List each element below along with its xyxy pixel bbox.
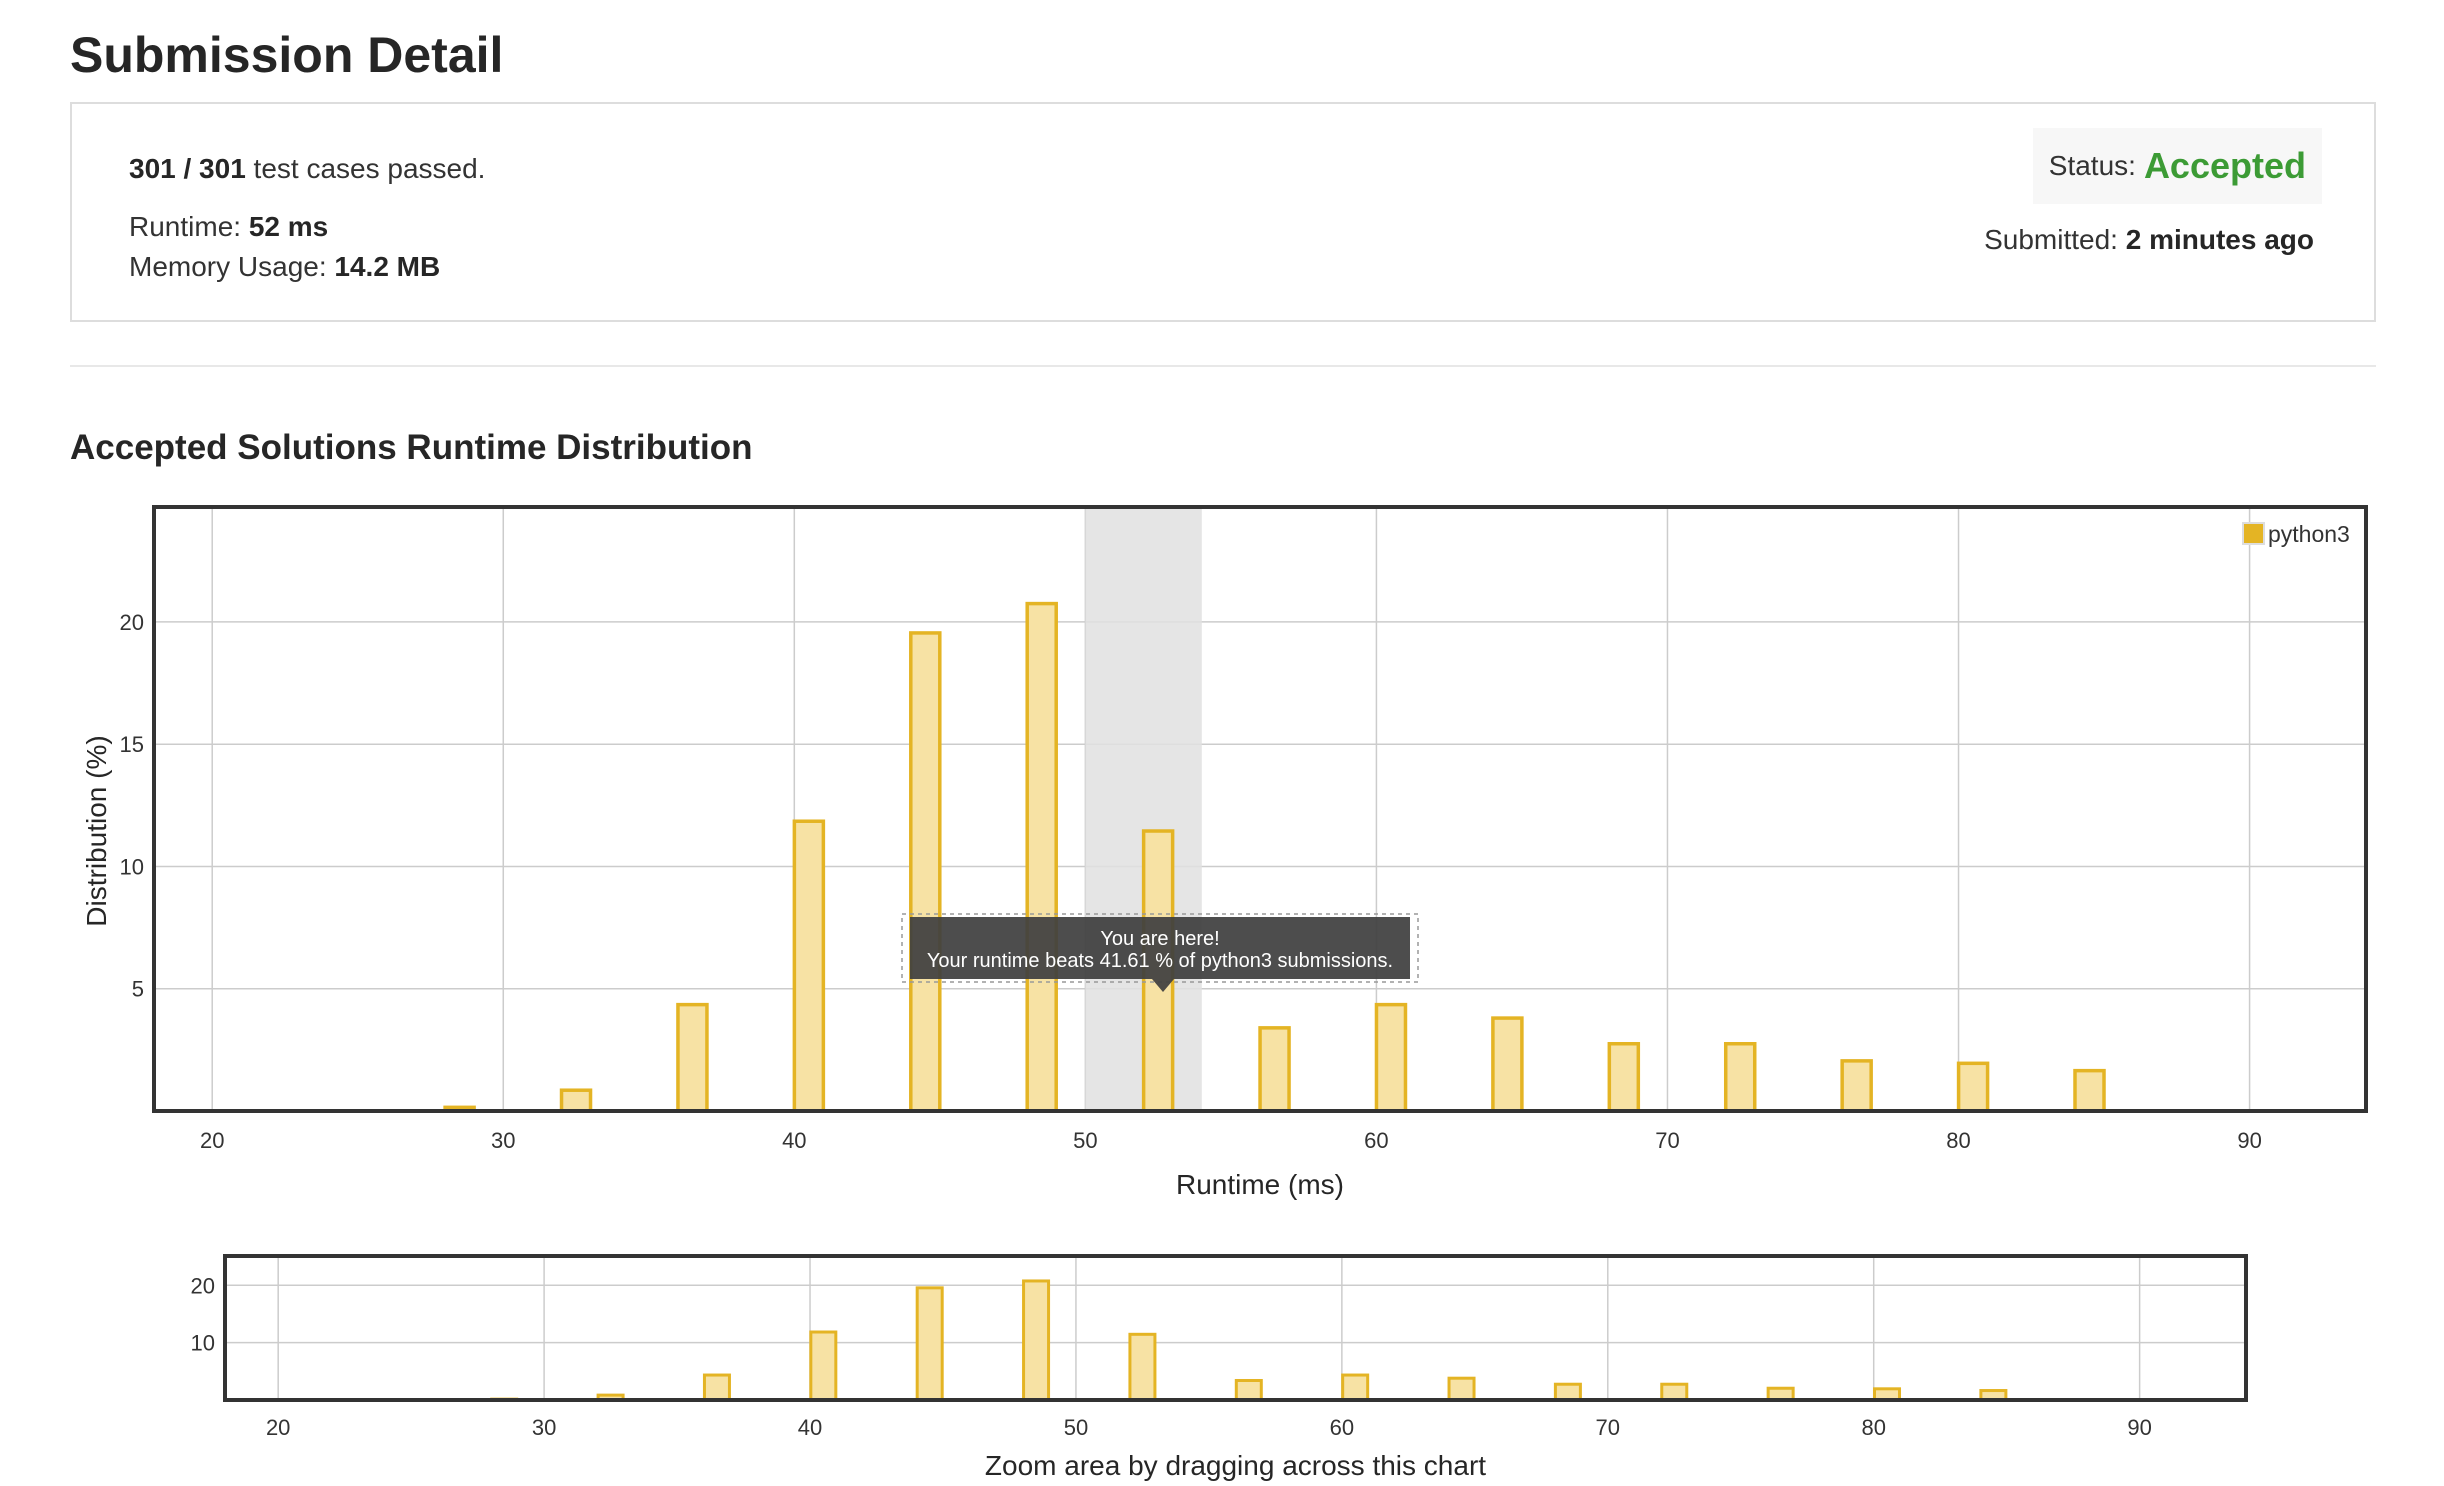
y-tick-label: 10 — [191, 1331, 215, 1356]
histogram-bar[interactable] — [915, 1286, 944, 1402]
legend-swatch-python3[interactable] — [2242, 522, 2265, 545]
submitted-row: Submitted: 2 minutes ago — [1984, 224, 2314, 256]
x-tick-label: 70 — [1596, 1415, 1620, 1440]
x-tick-label: 70 — [1655, 1128, 1679, 1153]
x-tick-label: 90 — [2127, 1415, 2151, 1440]
x-tick-label: 30 — [491, 1128, 515, 1153]
x-tick-label: 50 — [1073, 1128, 1097, 1153]
x-tick-label: 20 — [200, 1128, 224, 1153]
y-tick-label: 10 — [120, 854, 144, 879]
x-tick-label: 80 — [1946, 1128, 1970, 1153]
memory-value: 14.2 MB — [334, 251, 441, 282]
runtime-row: Runtime: 52 ms — [129, 207, 485, 247]
histogram-bar[interactable] — [1025, 601, 1058, 1113]
histogram-bar[interactable] — [1341, 1373, 1370, 1402]
x-tick-label: 40 — [798, 1415, 822, 1440]
tooltip-arrow — [1152, 979, 1174, 992]
y-tick-label: 5 — [132, 977, 144, 1002]
y-tick-label: 20 — [120, 610, 144, 635]
histogram-bar[interactable] — [1374, 1002, 1408, 1113]
main-chart-x-ticks: 20 30 40 50 60 70 80 90 — [200, 1128, 2262, 1153]
histogram-bar[interactable] — [1607, 1042, 1641, 1113]
memory-label: Memory Usage: — [129, 251, 335, 282]
main-chart-bars — [443, 601, 2106, 1113]
main-chart-grid — [154, 507, 2366, 1111]
zoom-chart-x-ticks: 20 30 40 50 60 70 80 90 — [266, 1415, 2152, 1440]
x-tick-label: 80 — [1861, 1415, 1885, 1440]
x-tick-label: 40 — [782, 1128, 806, 1153]
histogram-bar[interactable] — [809, 1330, 838, 1402]
test-cases-row: 301 / 301 test cases passed. — [129, 149, 485, 189]
main-chart-y-ticks: 5 10 15 20 — [120, 610, 144, 1002]
zoom-hint-label: Zoom area by dragging across this chart — [985, 1450, 1486, 1481]
histogram-bar[interactable] — [1956, 1061, 1990, 1113]
x-tick-label: 90 — [2237, 1128, 2261, 1153]
histogram-bar[interactable] — [792, 819, 826, 1113]
histogram-bar[interactable] — [559, 1088, 593, 1113]
histogram-bar[interactable] — [1660, 1382, 1689, 1402]
submitted-label: Submitted: — [1984, 224, 2126, 255]
x-tick-label: 60 — [1364, 1128, 1388, 1153]
y-tick-label: 15 — [120, 732, 144, 757]
page-title: Submission Detail — [70, 27, 504, 83]
zoom-chart-y-ticks: 10 20 — [191, 1273, 215, 1355]
status-accepted-link[interactable]: Accepted — [2143, 145, 2306, 186]
histogram-bar[interactable] — [1491, 1016, 1524, 1113]
summary-stats: 301 / 301 test cases passed. Runtime: 52… — [129, 149, 485, 287]
histogram-bar[interactable] — [1553, 1382, 1582, 1402]
zoom-chart-grid — [225, 1256, 2246, 1400]
histogram-bar[interactable] — [1447, 1376, 1476, 1402]
tooltip-line-2: Your runtime beats 41.61 % of python3 su… — [927, 950, 1393, 972]
test-cases-label: test cases passed. — [245, 153, 486, 184]
tooltip-background — [910, 917, 1410, 979]
zoom-chart-bars — [490, 1279, 2008, 1402]
legend[interactable]: python3 — [2242, 521, 2350, 547]
section-divider — [70, 365, 2376, 367]
histogram-bar[interactable] — [1723, 1042, 1757, 1113]
submission-summary-panel: 301 / 301 test cases passed. Runtime: 52… — [70, 102, 2376, 322]
y-tick-label: 20 — [191, 1273, 215, 1298]
histogram-bar[interactable] — [909, 631, 942, 1113]
histogram-bar[interactable] — [1840, 1059, 1873, 1113]
submitted-value: 2 minutes ago — [2125, 224, 2314, 255]
histogram-bar[interactable] — [702, 1373, 731, 1402]
histogram-bar[interactable] — [1258, 1026, 1291, 1113]
runtime-label: Runtime: — [129, 211, 249, 242]
main-x-axis-label: Runtime (ms) — [1176, 1169, 1344, 1200]
memory-row: Memory Usage: 14.2 MB — [129, 247, 485, 287]
tooltip-line-1: You are here! — [1100, 928, 1219, 950]
section-title: Accepted Solutions Runtime Distribution — [70, 428, 753, 467]
x-tick-label: 50 — [1064, 1415, 1088, 1440]
legend-label-python3[interactable]: python3 — [2268, 521, 2350, 547]
zoom-chart-frame[interactable] — [223, 1254, 2248, 1402]
status-box: Status: Accepted — [2032, 128, 2322, 204]
histogram-bar[interactable] — [676, 1002, 709, 1113]
x-tick-label: 20 — [266, 1415, 290, 1440]
histogram-bar[interactable] — [2073, 1068, 2106, 1113]
runtime-value: 52 ms — [248, 211, 329, 242]
x-tick-label: 60 — [1330, 1415, 1354, 1440]
test-cases-count: 301 / 301 — [129, 153, 246, 184]
runtime-tooltip: You are here! Your runtime beats 41.61 %… — [901, 913, 1419, 992]
histogram-bar[interactable] — [1022, 1279, 1051, 1402]
histogram-bar[interactable] — [1234, 1378, 1263, 1402]
main-y-axis-label: Distribution (%) — [81, 735, 112, 926]
status-label: Status: — [2048, 150, 2136, 181]
x-tick-label: 30 — [532, 1415, 556, 1440]
histogram-bar[interactable] — [1128, 1332, 1157, 1402]
main-chart-frame — [152, 505, 2368, 1113]
